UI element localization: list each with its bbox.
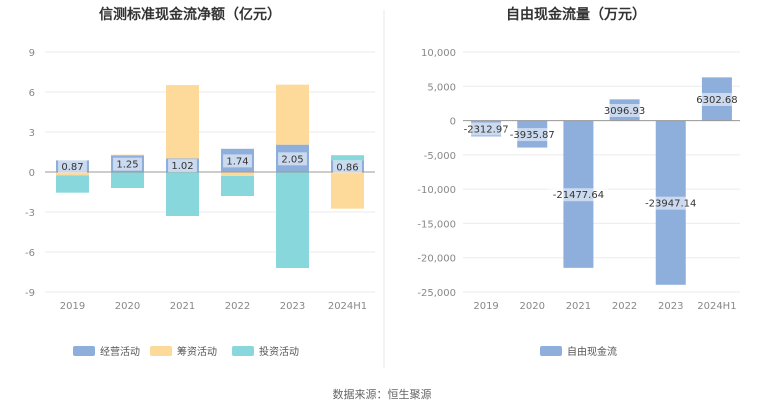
right-y-tick-label: 5,000: [427, 82, 456, 93]
left-bar-segment: [166, 85, 199, 159]
right-data-label-bg: [459, 122, 513, 136]
left-y-tick-label: -9: [25, 288, 35, 299]
left-data-label: 1.25: [116, 160, 138, 171]
left-data-label: 0.86: [336, 162, 358, 173]
right-data-label-bg: [505, 128, 560, 142]
right-data-label: -21477.64: [553, 190, 604, 201]
left-legend-label: 筹资活动: [177, 345, 217, 358]
right-data-label: 6302.68: [696, 95, 737, 106]
left-chart-title: 信测标准现金流净额（亿元）: [99, 6, 281, 23]
left-bar-segment: [221, 176, 254, 196]
right-y-tick-label: -10,000: [417, 185, 456, 196]
right-legend-swatch: [540, 346, 562, 356]
left-x-tick-label: 2023: [280, 301, 305, 312]
right-chart-title: 自由现金流量（万元）: [506, 6, 646, 23]
left-bar-segment: [221, 172, 254, 176]
right-data-label: -23947.14: [645, 199, 696, 210]
left-y-tick-label: -3: [25, 208, 35, 219]
right-x-tick-label: 2023: [658, 301, 683, 312]
right-data-label: -3935.87: [510, 130, 555, 141]
right-data-labels: -2312.97-3935.87 -21477.64 3096.93 -23947.1…: [459, 92, 741, 210]
left-data-label: 0.87: [61, 162, 83, 173]
left-bar-segment: [331, 155, 364, 161]
right-x-tick-label: 2020: [520, 301, 545, 312]
left-bar-segment: [111, 172, 144, 188]
right-y-tick-label: -5,000: [424, 151, 456, 162]
left-x-tick-label: 2021: [170, 301, 195, 312]
right-data-label-bg: [640, 196, 701, 210]
left-data-labels: 0.87 1.25 1.02 1.74 2.05 0.86: [58, 152, 362, 174]
left-x-tick-label: 2024H1: [328, 301, 367, 312]
left-data-label-bg: [113, 157, 142, 171]
left-x-tick-label: 2022: [225, 301, 250, 312]
left-data-label: 1.02: [171, 161, 193, 172]
left-legend: 经营活动 筹资活动 投资活动: [73, 345, 299, 358]
left-legend-swatch: [73, 346, 95, 356]
right-data-label-bg: [600, 103, 649, 117]
right-x-tick-label: 2021: [566, 301, 591, 312]
right-y-tick-label: -25,000: [417, 288, 456, 299]
right-x-axis: 2019 2020 2021 2022 2023 2024H1: [473, 301, 736, 312]
left-data-label: 2.05: [281, 154, 303, 165]
right-y-tick-label: 10,000: [421, 48, 456, 59]
left-data-label-bg: [168, 159, 197, 173]
left-bars: [45, 84, 375, 268]
right-x-tick-label: 2024H1: [697, 301, 736, 312]
left-bar-segment: [111, 154, 144, 156]
left-data-label-bg: [58, 160, 87, 174]
right-chart: 自由现金流量（万元） 10,000 5,000 0 -5,000 -10,000 -15,…: [417, 6, 741, 358]
right-gridlines: [463, 51, 740, 293]
right-y-tick-label: -20,000: [417, 254, 456, 265]
right-x-tick-label: 2022: [612, 301, 637, 312]
left-bar-segment: [56, 175, 89, 193]
left-bar-segment: [276, 84, 309, 145]
left-legend-label: 投资活动: [259, 345, 299, 358]
left-chart: 信测标准现金流净额（亿元） 9 6 3 0 -3 -6 -9 0.87 1.25 1.02 1.7…: [25, 6, 375, 358]
left-x-tick-label: 2020: [115, 301, 140, 312]
left-y-tick-label: -6: [25, 248, 35, 259]
right-data-label-bg: [693, 92, 741, 106]
source-note: 数据来源：恒生聚源: [333, 387, 432, 401]
left-bar-segment: [56, 172, 89, 176]
left-y-tick-label: 9: [29, 48, 35, 59]
left-y-tick-label: 3: [29, 128, 35, 139]
left-data-label-bg: [223, 154, 252, 168]
right-legend-label: 自由现金流: [567, 345, 617, 358]
right-x-tick-label: 2019: [473, 301, 498, 312]
left-bar-segment: [331, 172, 364, 209]
left-legend-label: 经营活动: [100, 345, 140, 358]
left-x-tick-label: 2019: [60, 301, 85, 312]
left-legend-swatch: [150, 346, 172, 356]
right-data-label: -2312.97: [464, 125, 509, 136]
right-y-axis: 10,000 5,000 0 -5,000 -10,000 -15,000 -20,000 -…: [417, 48, 456, 299]
left-y-axis: 9 6 3 0 -3 -6 -9: [25, 48, 35, 299]
right-y-tick-label: -15,000: [417, 219, 456, 230]
left-bar-segment: [276, 172, 309, 268]
left-x-axis: 2019 2020 2021 2022 2023 2024H1: [60, 301, 367, 312]
left-y-tick-label: 6: [29, 88, 35, 99]
right-data-label: 3096.93: [604, 106, 645, 117]
right-y-tick-label: 0: [450, 117, 456, 128]
left-bar-segment: [166, 172, 199, 216]
left-data-label-bg: [333, 160, 362, 174]
right-data-label-bg: [548, 188, 609, 202]
left-data-label: 1.74: [226, 156, 248, 167]
right-legend: 自由现金流: [540, 345, 617, 358]
left-data-label-bg: [278, 152, 307, 166]
left-y-tick-label: 0: [29, 168, 35, 179]
left-legend-swatch: [232, 346, 254, 356]
